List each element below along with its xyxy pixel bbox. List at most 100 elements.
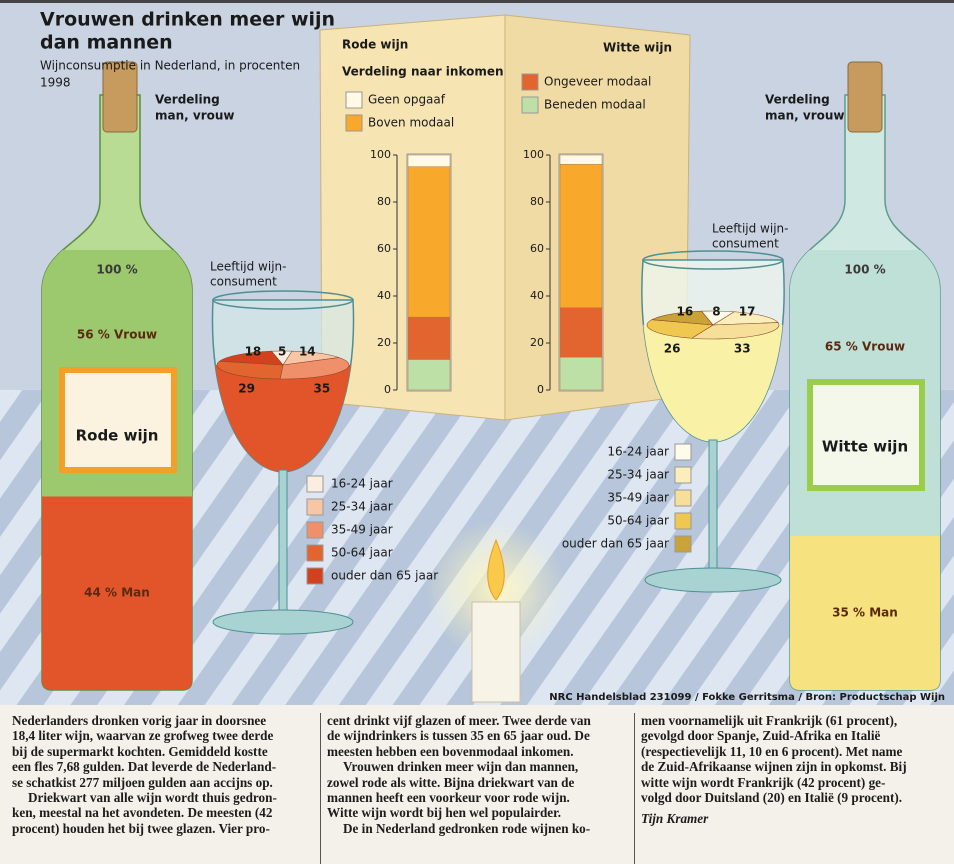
legend-label: 16-24 jaar [331,477,393,491]
article-column: Nederlanders dronken vorig jaar in doors… [6,713,320,864]
bottle-label [62,370,174,470]
y-tick-label: 100 [370,148,391,161]
bar-segment [560,357,602,390]
subtitle: Wijnconsumptie in Nederland, in procente… [40,59,300,73]
text-line: mannen heeft een voorkeur voor rode wijn… [327,790,628,805]
chart-title: Verdeling [765,93,830,107]
legend-swatch [522,97,538,113]
value-label: 35 % Man [832,606,898,620]
y-tick-label: 20 [530,336,544,349]
legend-swatch [346,115,362,131]
legend-swatch [307,568,323,584]
top-rule [0,0,954,3]
legend-label: Geen opgaaf [368,93,446,107]
author: Tijn Kramer [641,811,942,826]
value-label: 33 [734,342,751,356]
chart-title: Leeftijd wijn- [210,260,286,274]
chart-title: Leeftijd wijn- [712,222,788,236]
glass-foot [645,568,781,592]
legend-swatch [675,513,691,529]
tick-label: 100 % [96,263,137,277]
glass-stem [279,470,287,620]
glass-foot [213,610,353,634]
title: Vrouwen drinken meer wijn [40,9,335,31]
text-line: gevolgd door Spanje, Zuid-Afrika en Ital… [641,728,942,743]
legend-swatch [307,499,323,515]
value-label: 14 [299,345,316,359]
bottle-label-text: Rode wijn [76,427,159,445]
y-tick-label: 60 [530,242,544,255]
tick-label: 100 % [844,263,885,277]
y-tick-label: 40 [377,289,391,302]
legend-label: 25-34 jaar [607,468,669,482]
legend-label: 50-64 jaar [607,514,669,528]
legend-label: 50-64 jaar [331,546,393,560]
value-label: 29 [238,382,255,396]
text-line: procent) houden het bij twee glazen. Vie… [12,821,314,836]
legend-label: Boven modaal [368,116,454,130]
value-label: 5 [278,345,286,359]
panel-title: Rode wijn [342,38,408,52]
bottle-label [810,382,922,488]
legend-label: ouder dan 65 jaar [331,569,438,583]
legend-swatch [307,545,323,561]
text-line: bij de supermarkt kochten. Gemiddeld kos… [12,744,314,759]
bar-segment [560,164,602,307]
value-label: 35 [313,382,330,396]
text-line: De in Nederland gedronken rode wijnen ko… [327,821,628,836]
year: 1998 [40,76,71,90]
y-tick-label: 40 [530,289,544,302]
chart-title: man, vrouw [155,109,235,123]
text-line: Vrouwen drinken meer wijn dan mannen, [327,759,628,774]
text-line: Nederlanders dronken vorig jaar in doors… [12,713,314,728]
legend-swatch [307,522,323,538]
text-line: 18,4 liter wijn, waarvan ze grofweg twee… [12,728,314,743]
value-label: 17 [739,305,756,319]
article-column: cent drinkt vijf glazen of meer. Twee de… [320,713,634,864]
article: Nederlanders dronken vorig jaar in doors… [0,705,954,864]
credit: NRC Handelsblad 231099 / Fokke Gerritsma… [549,692,945,703]
chart-title: Verdeling [155,93,220,107]
text-line: Witte wijn wordt bij hen wel populairder… [327,805,628,820]
legend-label: 16-24 jaar [607,445,669,459]
text-line: de wijndrinkers is tussen 35 en 65 jaar … [327,728,628,743]
legend-swatch [522,74,538,90]
legend-swatch [675,536,691,552]
value-label: 16 [677,305,694,319]
bar-segment [560,155,602,164]
title: dan mannen [40,32,173,54]
text-line: cent drinkt vijf glazen of meer. Twee de… [327,713,628,728]
text-line: (respectievelijk 11, 10 en 6 procent). M… [641,744,942,759]
text-line: witte wijn wordt Frankrijk (42 procent) … [641,775,942,790]
legend-swatch [307,476,323,492]
value-label: 26 [664,342,681,356]
y-tick-label: 20 [377,336,391,349]
y-tick-label: 100 [523,148,544,161]
bar-segment [408,167,450,317]
legend-swatch [675,490,691,506]
chart-title: Verdeling naar inkomen [342,65,504,79]
text-line: meesten hebben een bovenmodaal inkomen. [327,744,628,759]
glass-stem [709,440,717,578]
cork [848,62,882,132]
legend-label: 35-49 jaar [331,523,393,537]
text-line: een fles 7,68 gulden. Dat leverde de Ned… [12,759,314,774]
candle [472,602,520,702]
chart-title: consument [712,237,779,251]
legend-swatch [675,444,691,460]
bar-segment [408,359,450,390]
text-line: se schatkist 277 miljoen gulden aan acci… [12,775,314,790]
bar-segment [408,155,450,167]
panel-title: Witte wijn [603,41,672,55]
y-tick-label: 0 [384,383,391,396]
chart-title: man, vrouw [765,109,845,123]
infographic: Vrouwen drinken meer wijn dan mannen Wij… [0,0,954,705]
value-label: 56 % Vrouw [77,328,157,342]
legend-label: 35-49 jaar [607,491,669,505]
bar-segment [408,317,450,359]
bottle-label-text: Witte wijn [822,438,908,456]
text-line: men voornamelijk uit Frankrijk (61 proce… [641,713,942,728]
text-line: zowel rode als witte. Bijna driekwart va… [327,775,628,790]
legend-label: Beneden modaal [544,98,646,112]
bar-segment [560,308,602,357]
